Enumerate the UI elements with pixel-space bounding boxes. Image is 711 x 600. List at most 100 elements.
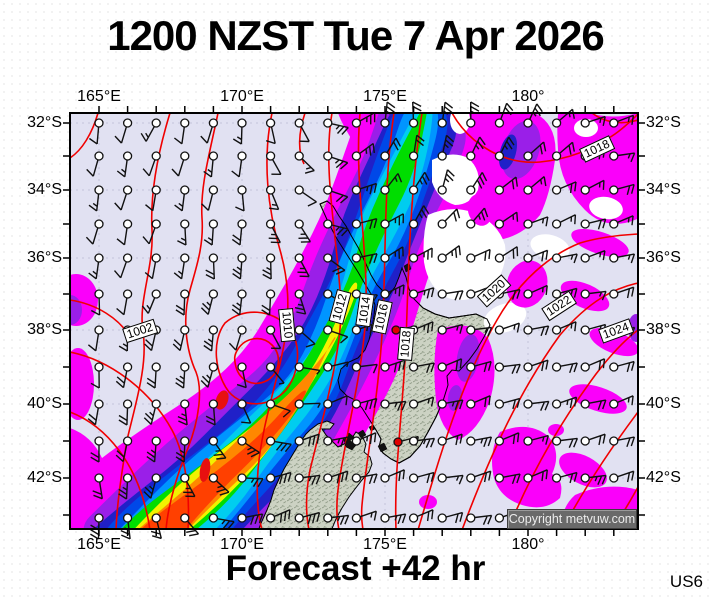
station-circle xyxy=(580,399,590,409)
station-circle xyxy=(437,473,447,483)
station-circle xyxy=(380,362,390,372)
station-circle xyxy=(437,325,447,335)
wind-barb xyxy=(388,246,404,259)
station-circle xyxy=(466,118,476,128)
wind-barb xyxy=(274,404,291,418)
wind-barb xyxy=(331,514,350,525)
wind-barb xyxy=(302,511,321,525)
station-circle xyxy=(151,253,161,263)
wind-barb xyxy=(617,286,635,299)
station-circle xyxy=(294,289,304,299)
lat-label-right: 42°S xyxy=(646,469,681,486)
station-circle xyxy=(408,399,419,409)
wind-barb xyxy=(302,191,317,207)
wind-barb xyxy=(502,246,519,259)
wind-barb xyxy=(442,134,455,153)
lat-label-right: 36°S xyxy=(646,249,681,266)
station-circle xyxy=(180,253,190,263)
station-circle xyxy=(323,118,333,128)
station-circle xyxy=(580,219,590,229)
wind-barb xyxy=(90,297,101,316)
wind-barb xyxy=(142,227,156,245)
station-circle xyxy=(408,151,419,161)
rain-core-extreme xyxy=(215,390,229,410)
isobar-line xyxy=(70,113,99,159)
station-circle xyxy=(151,513,161,523)
station-circle xyxy=(609,399,619,409)
station-circle xyxy=(237,118,247,128)
wind-barb xyxy=(384,101,396,120)
station-circle xyxy=(122,151,133,161)
station-circle xyxy=(323,253,333,263)
wind-barb xyxy=(203,227,214,246)
isobar-line xyxy=(70,351,190,529)
wind-barb xyxy=(146,370,157,389)
station-circle xyxy=(122,289,133,299)
coastal-inlets xyxy=(377,442,388,453)
wind-barb xyxy=(474,326,493,337)
station-circle xyxy=(351,325,362,335)
station-circle xyxy=(208,473,219,483)
station-circle xyxy=(237,151,247,161)
station-circle xyxy=(294,118,304,128)
wind-barb xyxy=(588,250,606,261)
station-circle xyxy=(551,436,562,446)
wind-barb xyxy=(617,183,635,195)
station-circle xyxy=(265,513,276,523)
wind-barb xyxy=(294,297,307,315)
wind-barb xyxy=(617,360,635,373)
station-circle xyxy=(466,151,476,161)
station-circle xyxy=(94,362,104,372)
station-circle xyxy=(208,151,219,161)
wind-barb xyxy=(228,333,242,351)
wind-barb xyxy=(144,333,156,352)
lat-label-right: 34°S xyxy=(646,181,681,198)
station-circle xyxy=(323,289,333,299)
station-circle xyxy=(494,185,505,195)
station-circle xyxy=(237,362,247,372)
station-circle xyxy=(408,513,419,523)
wind-barb xyxy=(231,159,243,178)
station-circle xyxy=(265,289,276,299)
wind-barb xyxy=(90,370,100,389)
station-circle xyxy=(609,473,619,483)
rain-patch xyxy=(467,194,493,226)
station-circle xyxy=(122,362,133,372)
station-circle xyxy=(351,151,362,161)
station-circle xyxy=(466,399,476,409)
lat-label-left: 36°S xyxy=(27,249,62,266)
wind-barb xyxy=(274,440,292,453)
station-circle xyxy=(437,436,447,446)
wind-barb xyxy=(588,115,606,127)
wind-barb xyxy=(116,227,128,246)
station-circle xyxy=(122,185,133,195)
station-circle xyxy=(609,151,619,161)
wind-barb xyxy=(88,126,100,145)
station-circle xyxy=(551,325,562,335)
wind-barb xyxy=(236,370,247,389)
wind-barb xyxy=(445,511,464,524)
station-circle xyxy=(180,185,190,195)
wind-barb xyxy=(502,322,520,333)
wind-barb xyxy=(205,261,215,280)
wind-barb xyxy=(531,325,550,337)
station-circle xyxy=(208,253,219,263)
station-circle xyxy=(237,513,247,523)
wind-barb xyxy=(213,443,227,460)
station-circle xyxy=(551,399,562,409)
station-circle xyxy=(180,399,190,409)
station-circle xyxy=(323,219,333,229)
station-circle xyxy=(380,253,390,263)
station-circle xyxy=(494,513,505,523)
wind-barb xyxy=(269,193,280,211)
wind-barb xyxy=(588,358,606,371)
station-circle xyxy=(580,325,590,335)
wind-barb xyxy=(474,395,491,408)
wind-barb xyxy=(388,359,406,373)
rain-patch xyxy=(419,495,437,509)
wind-barb xyxy=(271,159,282,175)
wind-barb xyxy=(386,137,402,153)
station-circle xyxy=(151,399,161,409)
station-circle xyxy=(437,289,447,299)
